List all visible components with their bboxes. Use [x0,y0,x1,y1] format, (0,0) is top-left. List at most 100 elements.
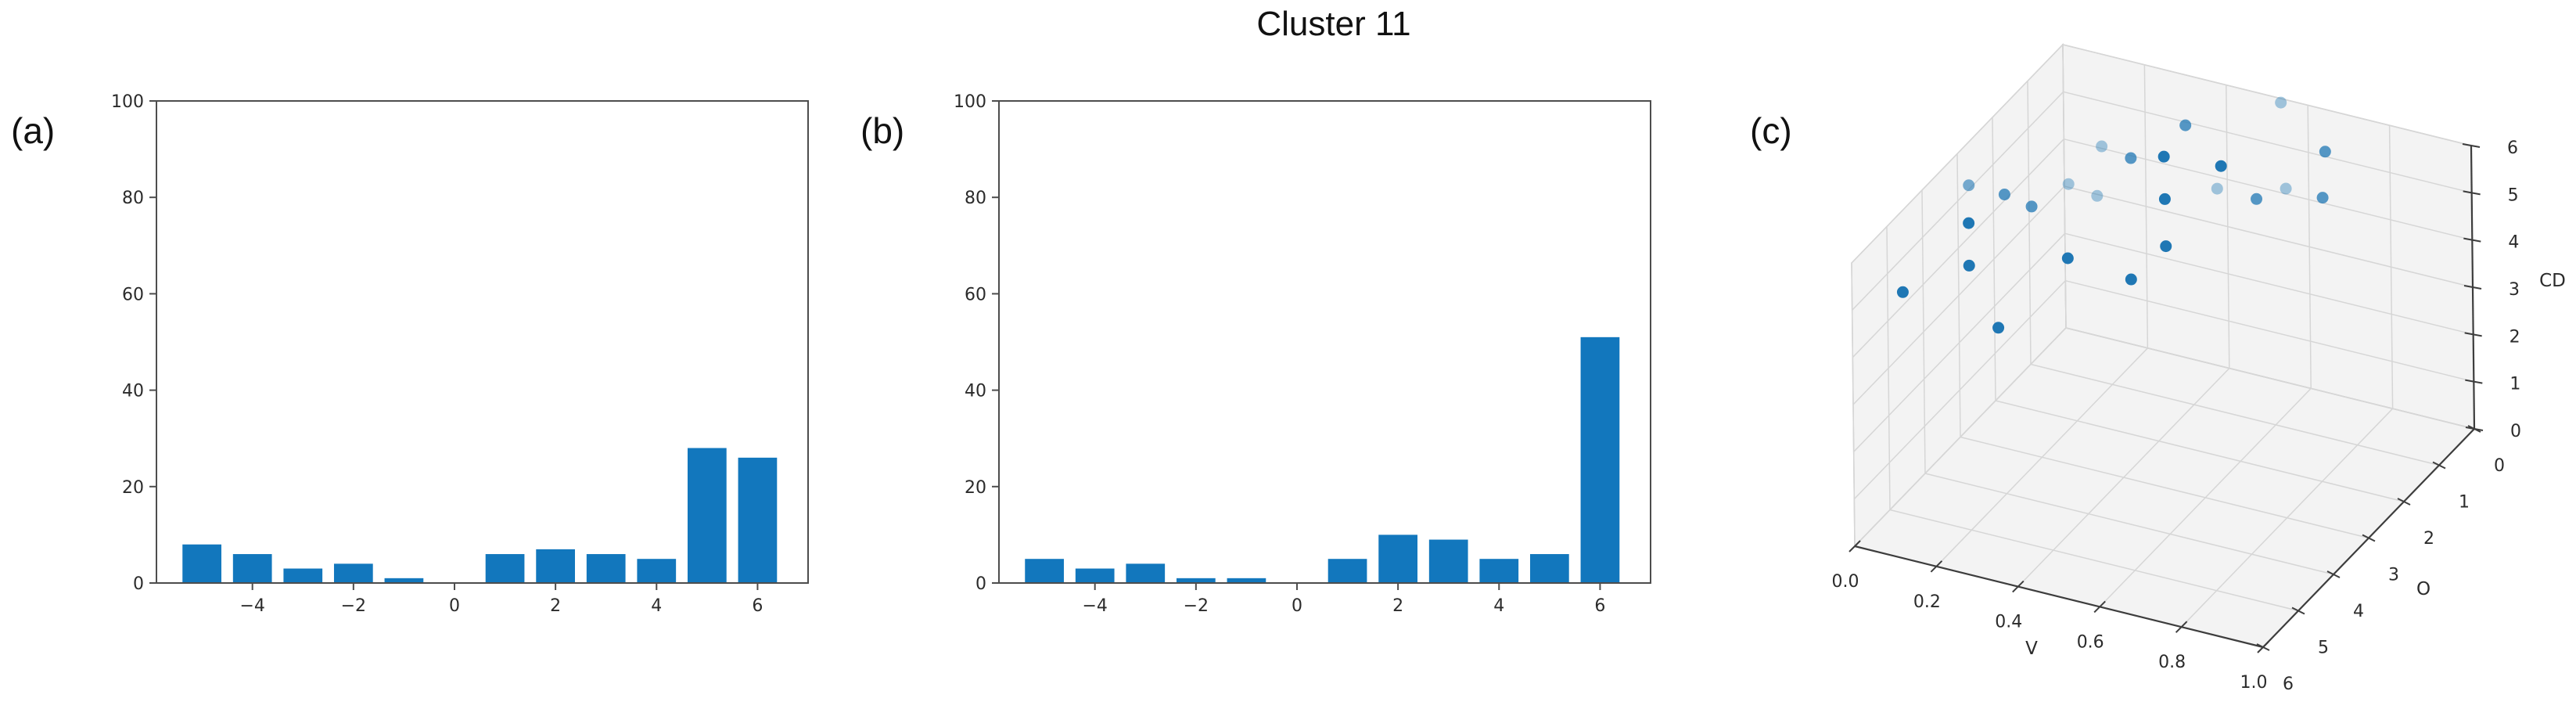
grid-line [1852,91,2064,311]
scatter-point [2091,189,2104,202]
scatter-point [1963,179,1975,192]
o-tick-label: 5 [2318,639,2329,658]
x-tick-label: −4 [239,596,264,616]
y-tick-label: 0 [975,574,986,594]
x-tick-label: 6 [752,596,763,616]
scatter-point [2316,192,2329,204]
grid-line [2064,185,2474,288]
scatter-point [1992,322,2005,334]
scatter-point [2125,273,2137,286]
scatter-point [2062,178,2075,190]
scatter-point [2125,152,2137,164]
o-axis-label: O [2416,579,2430,599]
o-tick-label: 6 [2283,675,2294,694]
x-tick-label: −2 [1184,596,1209,616]
x-tick-label: 0 [1292,596,1302,616]
scatter-point [2179,119,2192,131]
histogram-bar [182,544,221,583]
x-tick-label: 4 [651,596,662,616]
panel-label-c: (c) [1750,110,1792,151]
cd-tick [2463,237,2481,243]
histogram-bar [1075,568,1115,583]
cd-tick [2464,332,2482,337]
plot-spines [998,100,1651,584]
grid-line [1995,400,2405,502]
grid-line [1851,44,2064,264]
cd-tick-label: 4 [2508,233,2519,253]
histogram-bar [232,554,272,583]
cd-tick [2465,379,2483,384]
v-tick [1930,560,1943,573]
histogram-bar [333,563,373,583]
histogram-bar [586,554,626,583]
v-tick-label: 0.2 [1913,592,1941,612]
cd-tick-label: 5 [2508,185,2519,205]
cd-tick [2463,285,2482,290]
scatter-point [1998,189,2010,201]
y-tick-label: 60 [965,285,986,304]
v-tick-label: 0.8 [2158,653,2186,672]
histogram-bar [1227,578,1266,583]
scatter-point [2158,193,2171,205]
v-tick-label: 0.4 [1995,613,2022,632]
o-tick [2291,606,2305,615]
x-tick-label: 2 [1392,596,1403,616]
histogram-bar [1328,559,1367,583]
v-tick [1848,540,1861,552]
cd-tick-label: 1 [2510,375,2520,394]
histogram-bar [1126,563,1166,583]
scatter-point [1963,259,1975,272]
grid-line [1960,436,2369,539]
y-tick-label: 40 [122,382,144,401]
histogram-bar [738,457,778,583]
y-tick-label: 100 [111,92,144,112]
histogram-bar [687,448,727,583]
y-tick-label: 20 [965,478,986,498]
x-tick-label: 6 [1594,596,1605,616]
o-tick-label: 0 [2494,456,2505,476]
v-tick-label: 0.6 [2077,632,2104,652]
x-tick-label: −2 [341,596,366,616]
scatter-point [2096,140,2108,153]
figure-title: Cluster 11 [1256,5,1411,43]
v-tick [2012,580,2025,593]
o-tick [2326,570,2341,578]
x-tick-label: 0 [449,596,460,616]
y-tick-label: 80 [965,189,986,208]
o-tick [2362,534,2376,542]
grid-line [2062,44,2472,146]
panel-label-a: (a) [11,110,56,151]
grid-line [1853,280,2066,500]
scatter-point [2157,150,2170,163]
cd-tick-label: 0 [2510,422,2521,441]
histogram-bar [536,549,575,583]
histogram-bar [1428,539,1468,583]
v-axis-label: V [2025,639,2038,659]
x-tick-label: 2 [550,596,561,616]
y-tick-label: 20 [122,478,144,498]
histogram-bar [637,559,677,583]
cd-tick [2465,426,2484,431]
grid-line [1852,185,2065,405]
scatter-point [2319,146,2331,158]
cd-tick-label: 6 [2507,139,2518,158]
o-tick-label: 4 [2353,602,2364,621]
histogram-bar [1176,578,1216,583]
grid-line [2065,327,2475,430]
o-tick-label: 1 [2459,493,2470,513]
grid-line [2030,363,2440,466]
y-tick-label: 60 [122,285,144,304]
cd-tick [2463,190,2481,196]
grid-line [2064,232,2474,336]
scatter-point [2251,193,2263,205]
y-tick-label: 100 [954,92,986,112]
histogram-bar [1529,554,1569,583]
cd-axis-label: CD [2539,271,2566,291]
v-tick-label: 1.0 [2240,673,2268,693]
panel-label-b: (b) [860,110,905,151]
scatter-point [2025,200,2038,213]
grid-line [1924,473,2334,575]
x-tick-label: −4 [1082,596,1107,616]
scatter-point [2061,252,2074,265]
